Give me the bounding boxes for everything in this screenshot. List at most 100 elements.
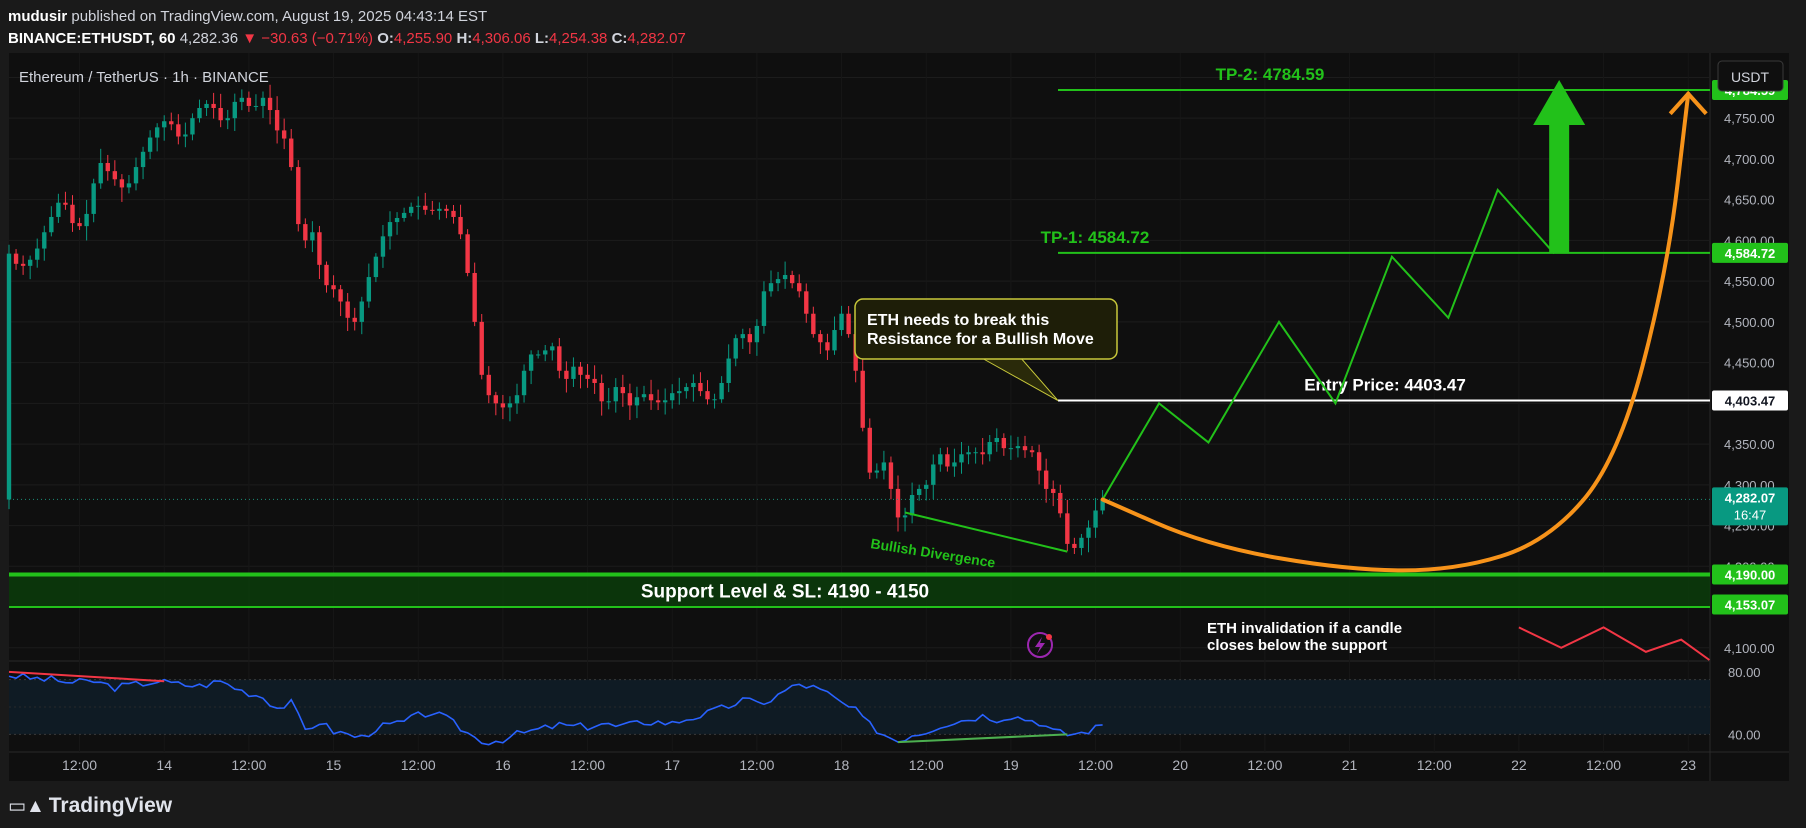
candle-body: [84, 213, 89, 227]
close-label: C:: [611, 30, 628, 47]
time-tick-label: 16: [495, 757, 511, 773]
alert-icon-ring[interactable]: [1027, 632, 1053, 658]
candle-body: [902, 515, 908, 518]
candle-body: [521, 370, 527, 396]
candle-body: [881, 462, 887, 471]
candle-body: [1072, 543, 1077, 548]
price-tick-label: 4,650.00: [1724, 193, 1775, 208]
time-tick-label: 14: [156, 757, 172, 773]
rsi-tick-label: 40.00: [1728, 727, 1761, 742]
candle-body: [1036, 452, 1042, 471]
candle-body: [1029, 450, 1035, 453]
candle-body: [804, 291, 809, 314]
candle-body: [345, 301, 350, 318]
candle-body: [380, 236, 386, 257]
candle-body: [1008, 448, 1014, 450]
candle-body: [712, 399, 717, 401]
candle-body: [564, 370, 569, 379]
author-name[interactable]: mudusir: [8, 8, 68, 25]
candle-body: [747, 334, 753, 343]
high-label: H:: [456, 30, 473, 47]
bullish-divergence-line: [904, 511, 1068, 553]
candle-body: [966, 452, 971, 455]
candle-body: [42, 232, 47, 249]
low-value: 4,254.38: [549, 30, 608, 47]
price-tick-label: 4,750.00: [1724, 111, 1775, 126]
callout-box: [854, 298, 1118, 360]
candle-body: [860, 370, 865, 428]
currency-button-frame[interactable]: [1717, 60, 1784, 92]
price-badge-label: 4,153.07: [1725, 598, 1776, 613]
candle-body: [797, 283, 802, 292]
candle-body: [218, 107, 223, 121]
alert-dot: [1046, 634, 1052, 640]
candle-body: [232, 101, 237, 119]
candle-body: [20, 263, 26, 266]
candle-body: [49, 216, 54, 233]
candle-body: [211, 103, 216, 108]
time-tick-label: 12:00: [1078, 757, 1113, 773]
candle-body: [352, 317, 357, 322]
candle-body: [6, 253, 12, 500]
tradingview-logo[interactable]: ▭▲ TradingView: [8, 794, 172, 818]
candle-body: [1065, 513, 1070, 544]
candle-body: [634, 397, 640, 406]
support-band: [9, 574, 1710, 608]
candle-body: [197, 107, 202, 119]
candle-body: [1093, 510, 1098, 528]
high-value: 4,306.06: [472, 30, 531, 47]
candle-body: [169, 121, 174, 125]
candle-body: [648, 394, 654, 401]
candle-body: [310, 232, 315, 241]
price-tick-label: 4,350.00: [1724, 437, 1775, 452]
time-tick-label: 21: [1342, 757, 1358, 773]
candle-body: [606, 401, 611, 403]
candle-body: [909, 495, 915, 516]
price-badge-countdown: 16:47: [1734, 507, 1767, 522]
time-tick-label: 22: [1511, 757, 1527, 773]
candle-body: [444, 208, 449, 211]
candle-body: [133, 167, 139, 184]
price-tick-label: 4,700.00: [1724, 152, 1775, 167]
candle-body: [754, 325, 760, 343]
zigzag-projection: [1101, 187, 1555, 500]
candle-body: [585, 374, 590, 379]
published-text: published on TradingView.com, August 19,…: [67, 8, 488, 25]
candle-body: [1058, 492, 1063, 514]
candle-body: [592, 378, 597, 383]
candle-body: [1043, 470, 1049, 489]
rsi-line: [8, 672, 1103, 746]
symbol-name[interactable]: BINANCE:ETHUSDT, 60: [8, 30, 176, 47]
candle-body: [486, 374, 491, 396]
candle-body: [91, 183, 96, 214]
projection-paths: [904, 79, 1710, 661]
candle-body: [514, 395, 520, 404]
candle-body: [613, 387, 618, 402]
candle-body: [401, 212, 407, 218]
candle-body: [472, 272, 477, 322]
time-tick-label: 12:00: [1586, 757, 1621, 773]
chart-canvas[interactable]: 4,100.004,200.004,250.004,300.004,350.00…: [0, 0, 1806, 784]
candle-body: [987, 442, 992, 455]
currency-button-label[interactable]: USDT: [1731, 69, 1770, 85]
price-badge: [1712, 242, 1788, 263]
candle-body: [507, 403, 513, 408]
candle-body: [959, 454, 964, 463]
time-tick-label: 12:00: [739, 757, 774, 773]
candle-body: [1086, 527, 1091, 538]
level-label: TP-2: 4784.59: [1216, 65, 1325, 84]
lightning-icon[interactable]: [1035, 637, 1045, 654]
footer-bar: [0, 784, 1806, 828]
candle-body: [818, 334, 823, 343]
currency-button[interactable]: USDT: [1717, 60, 1784, 92]
time-tick-label: 15: [326, 757, 342, 773]
price-badge: [1712, 487, 1788, 526]
invalidation-text-line-1: ETH invalidation if a candle: [1207, 620, 1402, 637]
candle-body: [1051, 488, 1056, 493]
down-arrow-icon: ▼: [242, 30, 258, 47]
candle-body: [691, 382, 696, 388]
price-badge: [1712, 594, 1788, 615]
alert-icon[interactable]: [1027, 632, 1053, 658]
time-tick-label: 12:00: [570, 757, 605, 773]
candle-body: [465, 234, 470, 273]
